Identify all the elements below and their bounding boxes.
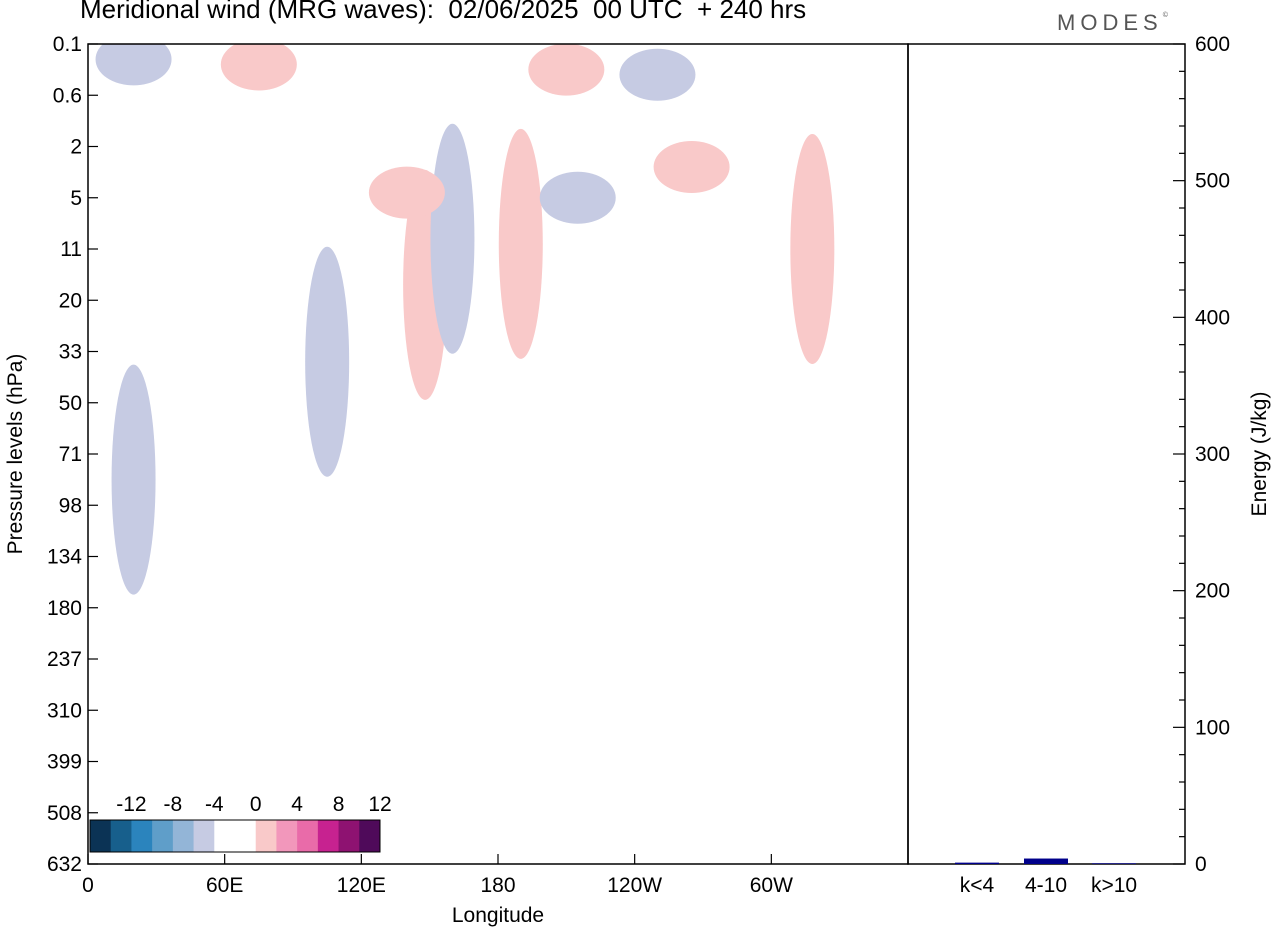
energy-bar: [955, 862, 999, 864]
energy-axis-label: Energy (J/kg): [1248, 392, 1271, 517]
y-tick-label: 2: [70, 136, 82, 159]
y-tick-label: 0.1: [53, 33, 82, 56]
colorbar-swatch: [255, 820, 277, 852]
y-tick-label: 180: [47, 597, 82, 620]
y-tick-label: 33: [59, 341, 82, 364]
wind-contour: [305, 246, 350, 477]
y-tick-label: 98: [59, 494, 82, 517]
x-tick-label: 180: [480, 874, 515, 897]
bar-panel-frame: [907, 43, 1186, 865]
colorbar-label: 8: [333, 793, 345, 816]
energy-tick-label: 600: [1195, 33, 1230, 56]
x-axis-label: Longitude: [452, 904, 544, 927]
wind-contour: [653, 141, 730, 193]
colorbar-swatch: [276, 820, 298, 852]
wind-feature: [305, 246, 350, 477]
colorbar: -12 -8 -4 0 4 8 12: [89, 793, 392, 853]
modes-logo: MODES©: [1057, 10, 1168, 36]
wind-feature: [498, 128, 543, 359]
energy-tick-label: 100: [1195, 716, 1230, 739]
colorbar-swatch: [90, 820, 112, 852]
y-tick-label: 508: [47, 802, 82, 825]
wind-feature: [111, 364, 156, 595]
heatmap-axes: 0.1 0.6 2 5 11 20 33 50 71 98 134 180 237 310 399 508 63…: [4, 33, 793, 927]
heatmap-frame: [87, 43, 909, 865]
y-tick-label: 20: [59, 289, 82, 312]
wind-contour: [528, 44, 605, 96]
energy-tick-label: 200: [1195, 580, 1230, 603]
heatmap-field: [95, 44, 835, 595]
wind-feature: [790, 134, 835, 364]
x-tick-label: 120E: [337, 874, 386, 897]
energy-bar: [1092, 863, 1136, 864]
brand-mark: ©: [1162, 12, 1168, 19]
energy-bar-panel: 0 100 200 300 400 500 600 Energy (J/kg) k<4 4-10 k…: [907, 33, 1271, 897]
wind-contour: [220, 44, 297, 91]
wind-feature: [653, 141, 730, 193]
y-tick-label: 71: [59, 443, 82, 466]
brand-text: MODES: [1057, 10, 1163, 35]
y-axis-label: Pressure levels (hPa): [4, 354, 27, 555]
colorbar-swatch: [235, 820, 257, 852]
colorbar-label: -12: [116, 793, 146, 816]
wind-feature: [220, 44, 297, 91]
colorbar-frame: [89, 819, 381, 853]
energy-category-label: k<4: [960, 874, 995, 897]
y-tick-label: 0.6: [53, 84, 82, 107]
colorbar-label: -4: [205, 793, 224, 816]
wind-feature: [619, 48, 696, 101]
energy-tick-label: 300: [1195, 443, 1230, 466]
wind-contour: [790, 134, 835, 364]
y-tick-label: 5: [70, 187, 82, 210]
colorbar-swatch: [359, 820, 381, 852]
x-tick-label: 120W: [607, 874, 662, 897]
wind-contour: [430, 123, 475, 354]
y-tick-label: 237: [47, 648, 82, 671]
colorbar-swatch: [110, 820, 132, 852]
energy-tick-label: 400: [1195, 306, 1230, 329]
colorbar-label: 0: [250, 793, 262, 816]
energy-bar: [1024, 858, 1068, 864]
colorbar-swatch: [317, 820, 340, 852]
colorbar-swatch: [152, 820, 174, 852]
y-tick-label: 310: [47, 699, 82, 722]
energy-category-label: k>10: [1091, 874, 1137, 897]
colorbar-label: -8: [164, 793, 183, 816]
y-tick-label: 632: [47, 853, 82, 876]
wind-contour: [95, 44, 172, 86]
energy-tick-label: 500: [1195, 170, 1230, 193]
y-tick-label: 399: [47, 751, 82, 774]
colorbar-label: 4: [291, 793, 303, 816]
y-tick-label: 50: [59, 392, 82, 415]
colorbar-label: 12: [368, 793, 391, 816]
colorbar-swatch: [214, 820, 236, 852]
colorbar-swatch: [131, 820, 153, 852]
y-tick-label: 134: [47, 546, 82, 569]
energy-tick-label: 0: [1195, 853, 1207, 876]
y-tick-label: 11: [60, 238, 82, 261]
colorbar-swatch: [338, 820, 360, 852]
chart-title: Meridional wind (MRG waves): 02/06/2025 …: [80, 0, 807, 24]
colorbar-swatch: [193, 820, 215, 852]
colorbar-swatch: [172, 820, 195, 852]
wind-contour: [619, 48, 696, 101]
colorbar-swatch: [297, 820, 319, 852]
wind-contour: [498, 128, 543, 359]
x-tick-label: 60E: [206, 874, 243, 897]
wind-contour: [539, 171, 616, 224]
wind-feature: [95, 44, 172, 86]
wind-feature: [528, 44, 605, 96]
wind-feature: [539, 171, 616, 224]
wind-feature: [430, 123, 475, 354]
wind-contour: [111, 364, 156, 595]
x-tick-label: 0: [82, 874, 94, 897]
energy-category-label: 4-10: [1025, 874, 1067, 897]
wind-feature: [368, 166, 445, 219]
x-tick-label: 60W: [750, 874, 793, 897]
wind-contour: [368, 166, 445, 219]
